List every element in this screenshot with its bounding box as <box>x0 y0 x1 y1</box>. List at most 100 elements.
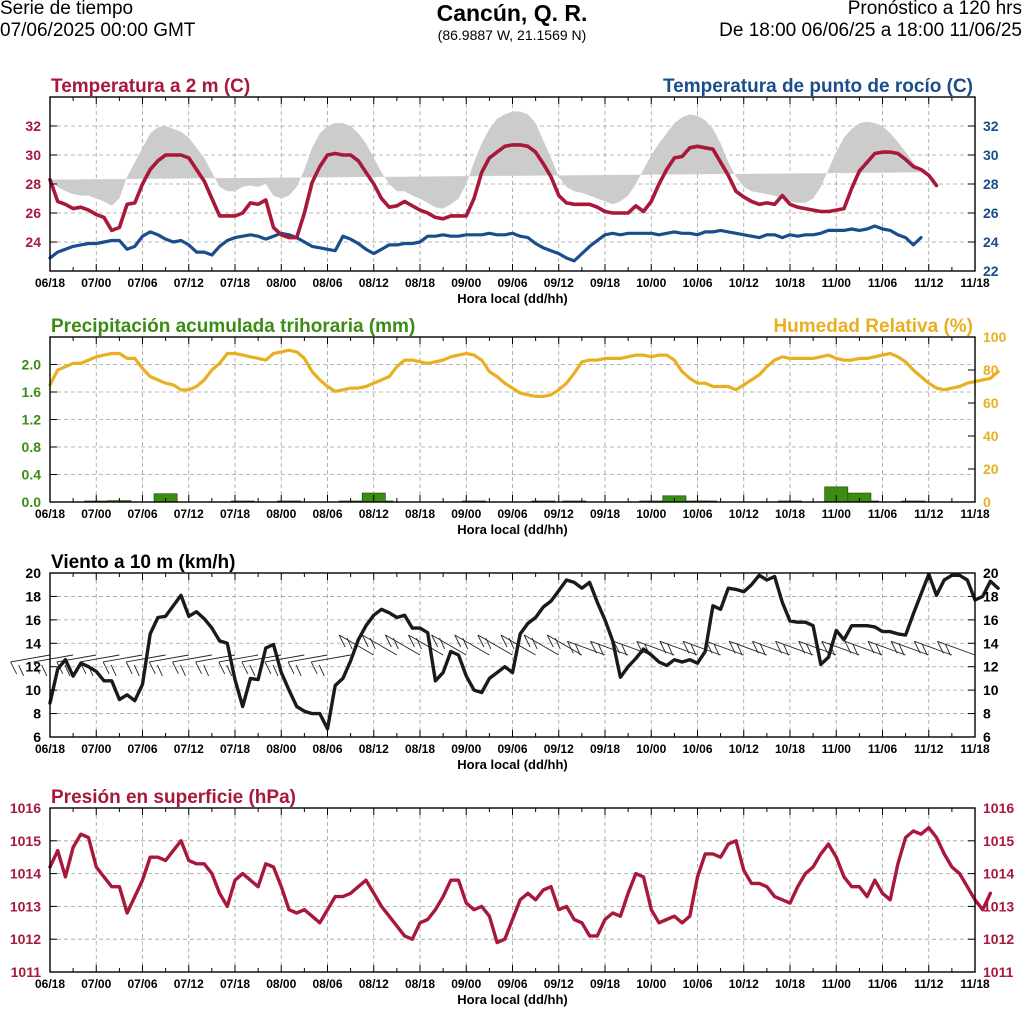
wind-speed-line <box>48 572 1000 731</box>
x-tick-label: 11/00 <box>822 507 852 521</box>
x-tick-label: 11/18 <box>960 977 990 991</box>
wind-barb <box>913 640 953 656</box>
x-tick-label: 10/00 <box>636 977 666 991</box>
x-axis-label: Hora local (dd/hh) <box>457 291 568 306</box>
x-tick-label: 09/12 <box>544 507 574 521</box>
x-tick-label: 09/06 <box>497 507 527 521</box>
x-tick-label: 07/18 <box>220 742 250 756</box>
wind-barb <box>821 640 860 656</box>
header-forecast-range: De 18:00 06/06/25 a 18:00 11/06/25 <box>719 20 1022 41</box>
x-tick-label: 07/12 <box>174 742 204 756</box>
wind-barb <box>477 634 513 656</box>
precip-panel-title: Precipitación acumulada trihoraria (mm) <box>51 316 415 337</box>
x-tick-label: 09/12 <box>544 276 574 290</box>
y-tick-label-wind: 16 <box>983 612 999 628</box>
wind-barb <box>867 640 906 656</box>
header-series-label: Serie de tiempo <box>0 0 134 19</box>
x-tick-label: 11/06 <box>868 507 898 521</box>
wind-barb <box>384 634 421 656</box>
y-tick-label-wind: 14 <box>983 635 999 651</box>
x-tick-label: 10/06 <box>682 742 712 756</box>
y-tick-label-wind: 18 <box>25 588 41 604</box>
y-tick-label-humidity: 100 <box>983 329 1007 345</box>
x-tick-label: 07/12 <box>174 276 204 290</box>
x-tick-label: 06/18 <box>35 977 65 991</box>
x-tick-label: 07/00 <box>81 276 111 290</box>
x-tick-label: 08/06 <box>312 742 342 756</box>
wind-barb <box>775 640 814 656</box>
x-tick-label: 08/12 <box>359 276 389 290</box>
header-center: Cancún, Q. R. (86.9887 W, 21.1569 N) <box>0 0 1024 44</box>
header-run-time: 07/06/2025 00:00 GMT <box>0 20 196 41</box>
x-tick-label: 10/00 <box>636 276 666 290</box>
x-tick-label: 10/00 <box>636 507 666 521</box>
humidity-panel-title: Humedad Relativa (%) <box>773 316 973 337</box>
x-tick-label: 10/06 <box>682 276 712 290</box>
y-tick-label-precip: 0.0 <box>22 494 42 510</box>
wind-barb <box>728 640 768 656</box>
x-tick-label: 11/06 <box>868 276 898 290</box>
y-tick-label-wind: 10 <box>983 682 999 698</box>
x-tick-label: 08/00 <box>266 742 296 756</box>
wind-barb <box>567 640 606 656</box>
x-tick-label: 11/12 <box>914 977 944 991</box>
x-tick-label: 07/18 <box>220 507 250 521</box>
y-tick-label-precip: 0.8 <box>22 439 42 455</box>
wind-barb <box>844 640 883 656</box>
y-tick-label-temperature: 30 <box>25 147 41 163</box>
x-tick-label: 11/12 <box>914 742 944 756</box>
y-tick-label-humidity: 40 <box>983 428 999 444</box>
y-tick-label-precip: 2.0 <box>22 357 42 373</box>
x-tick-label: 11/12 <box>914 276 944 290</box>
wind-panel-title: Viento a 10 m (km/h) <box>51 552 235 573</box>
x-tick-label: 09/12 <box>544 977 574 991</box>
x-tick-label: 11/18 <box>960 276 990 290</box>
x-tick-label: 09/12 <box>544 742 574 756</box>
y-tick-label-wind: 20 <box>983 565 999 581</box>
y-tick-label-wind: 10 <box>25 682 41 698</box>
pressure-panel-title: Presión en superficie (hPa) <box>51 787 296 808</box>
x-axis-label: Hora local (dd/hh) <box>457 992 568 1007</box>
wind-barb <box>431 634 467 656</box>
wind-barb <box>148 654 189 677</box>
wind-barb <box>408 634 444 656</box>
x-tick-label: 11/00 <box>822 276 852 290</box>
y-tick-label-pressure: 1011 <box>11 964 42 980</box>
x-tick-label: 10/12 <box>729 276 759 290</box>
x-tick-label: 08/06 <box>312 977 342 991</box>
y-tick-label-humidity: 60 <box>983 395 999 411</box>
x-tick-label: 09/18 <box>590 276 620 290</box>
y-tick-label-pressure: 1012 <box>983 931 1014 947</box>
x-axis-label: Hora local (dd/hh) <box>457 757 568 772</box>
x-tick-label: 06/18 <box>35 507 65 521</box>
y-tick-label-wind: 6 <box>983 729 991 745</box>
pressure-line <box>48 826 993 945</box>
x-tick-label: 11/06 <box>868 742 898 756</box>
y-tick-label-precip: 1.2 <box>22 412 42 428</box>
y-tick-label-dewpoint: 24 <box>983 234 999 250</box>
panel-4: 06/18 07/00 07/06 07/12 07/18 08/00 08/06 08/12… <box>10 787 1015 1007</box>
temperature-spread-band <box>50 111 921 209</box>
y-tick-label-dewpoint: 28 <box>983 176 999 192</box>
x-tick-label: 08/06 <box>312 276 342 290</box>
x-tick-label: 07/18 <box>220 276 250 290</box>
humidity-line <box>48 348 1000 398</box>
x-tick-label: 08/18 <box>405 977 435 991</box>
y-tick-label-wind: 16 <box>25 612 41 628</box>
x-tick-label: 08/00 <box>266 276 296 290</box>
wind-barb <box>752 640 791 656</box>
x-tick-label: 08/18 <box>405 507 435 521</box>
wind-barb <box>454 634 490 656</box>
y-tick-label-humidity: 80 <box>983 362 999 378</box>
y-tick-label-pressure: 1016 <box>983 800 1014 816</box>
x-tick-label: 07/06 <box>127 742 157 756</box>
y-tick-label-wind: 8 <box>983 706 991 722</box>
panel-2: 06/18 07/00 07/06 07/12 07/18 08/00 08/06 08/12… <box>22 316 1007 537</box>
x-tick-label: 10/12 <box>729 977 759 991</box>
x-tick-label: 08/00 <box>266 507 296 521</box>
y-tick-label-pressure: 1015 <box>10 833 41 849</box>
x-tick-label: 09/00 <box>451 742 481 756</box>
y-tick-label-wind: 20 <box>25 565 41 581</box>
y-tick-label-dewpoint: 22 <box>983 263 999 279</box>
